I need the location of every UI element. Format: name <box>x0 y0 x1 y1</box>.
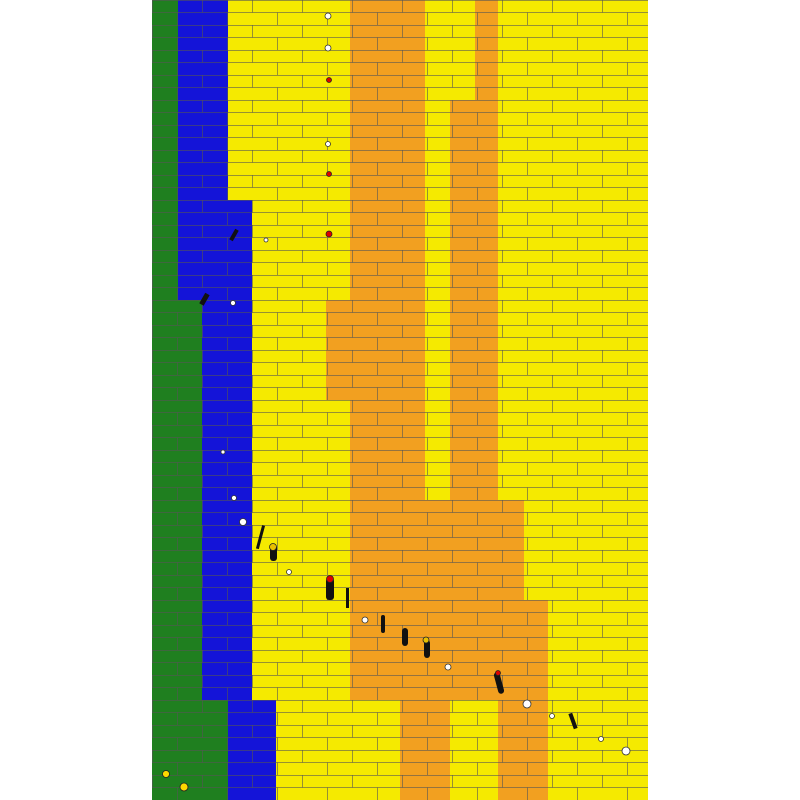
tokens <box>162 77 501 792</box>
left-margin <box>0 0 152 800</box>
trail <box>220 12 631 756</box>
brick-grid <box>152 0 648 800</box>
right-margin <box>648 0 800 800</box>
playfield <box>152 0 648 800</box>
pegs <box>199 228 578 730</box>
